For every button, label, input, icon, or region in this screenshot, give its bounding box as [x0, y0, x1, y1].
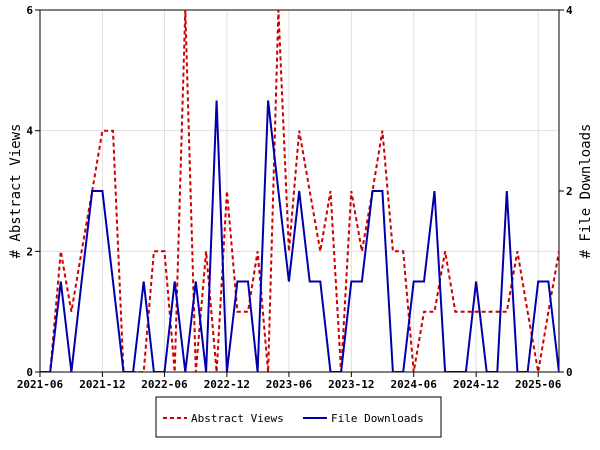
x-tick-label: 2023-12	[328, 378, 374, 391]
y-tick-label-left: 2	[26, 245, 33, 258]
legend-label-file-downloads: File Downloads	[331, 412, 424, 425]
legend: Abstract Views File Downloads	[155, 396, 442, 438]
y-tick-label-left: 0	[26, 366, 33, 379]
y-tick-label-right: 2	[566, 185, 573, 198]
series-layer	[40, 9, 559, 372]
y-tick-label-right: 4	[566, 4, 573, 17]
x-tick-label: 2021-12	[79, 378, 125, 391]
x-tick-label: 2022-06	[141, 378, 188, 391]
legend-label-abstract-views: Abstract Views	[191, 412, 284, 425]
x-tick-label: 2021-06	[17, 378, 64, 391]
abstract-views-line	[40, 9, 559, 372]
file-downloads-line	[40, 100, 559, 372]
y-tick-label-right: 0	[566, 366, 573, 379]
y-tick-label-left: 6	[26, 4, 33, 17]
y-tick-label-left: 4	[26, 125, 33, 138]
y-axis-title-right: # File Downloads	[578, 124, 594, 259]
x-tick-label: 2024-06	[391, 378, 438, 391]
chart-grid	[40, 10, 559, 372]
x-tick-label: 2024-12	[453, 378, 499, 391]
legend-box	[155, 396, 442, 438]
y-axis-title-left: # Abstract Views	[8, 124, 24, 259]
x-tick-label: 2025-06	[515, 378, 562, 391]
tick-layer: 0 2 4 6 0 2 4 2021-06 2021-12 2022-06 2022-12 2023-…	[17, 4, 573, 391]
x-tick-label: 2023-06	[266, 378, 313, 391]
x-tick-label: 2022-12	[204, 378, 250, 391]
